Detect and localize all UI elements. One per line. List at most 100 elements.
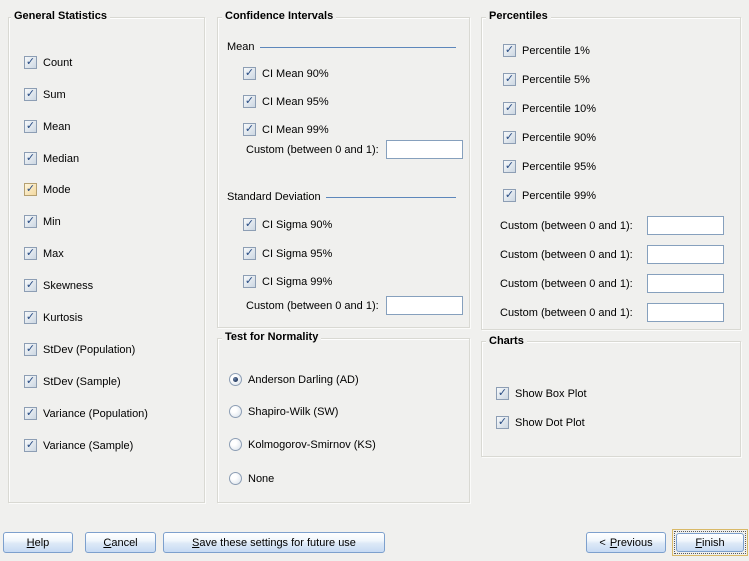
checkbox-checked-icon: ✓ [24,88,37,101]
custom-ci-mean-label: Custom (between 0 and 1): [246,144,379,156]
cancel-button[interactable]: Cancel [85,532,156,553]
checkbox-label: Skewness [43,279,94,292]
custom-percentile-input-4[interactable] [647,303,724,322]
checkbox-checked-icon: ✓ [243,67,256,80]
button-label: Save these settings for future use [192,536,356,549]
checkbox-checked-icon: ✓ [24,439,37,452]
checkbox-percentile-99[interactable]: ✓ Percentile 99% [503,188,596,203]
checkbox-min[interactable]: ✓ Min [24,214,61,229]
custom-ci-sigma-label: Custom (between 0 and 1): [246,300,379,312]
checkbox-ci-sigma-95[interactable]: ✓ CI Sigma 95% [243,246,332,261]
checkbox-checked-icon: ✓ [503,160,516,173]
checkbox-label: Percentile 10% [522,102,596,115]
checkbox-label: CI Sigma 99% [262,275,333,288]
checkbox-checked-icon: ✓ [24,279,37,292]
radio-label: None [248,472,275,485]
group-title-percentiles: Percentiles [486,10,551,22]
radio-shapiro-wilk[interactable]: Shapiro-Wilk (SW) [229,404,338,419]
checkbox-percentile-1[interactable]: ✓ Percentile 1% [503,43,590,58]
radio-selected-icon [229,373,242,386]
checkbox-checked-icon: ✓ [503,189,516,202]
checkbox-label: Max [43,247,64,260]
checkbox-percentile-5[interactable]: ✓ Percentile 5% [503,72,590,87]
checkbox-label: Percentile 99% [522,189,596,202]
checkbox-ci-mean-95[interactable]: ✓ CI Mean 95% [243,94,329,109]
group-title-confidence-intervals: Confidence Intervals [222,10,337,22]
checkbox-variance-population[interactable]: ✓ Variance (Population) [24,406,148,421]
checkbox-skewness[interactable]: ✓ Skewness [24,278,93,293]
previous-button[interactable]: < Previous [586,532,666,553]
checkbox-label: Percentile 1% [522,44,590,57]
help-button[interactable]: Help [3,532,73,553]
checkbox-label: CI Sigma 90% [262,218,333,231]
custom-ci-mean-input[interactable] [386,140,463,159]
checkbox-max[interactable]: ✓ Max [24,246,64,261]
checkbox-median[interactable]: ✓ Median [24,151,79,166]
checkbox-ci-sigma-99[interactable]: ✓ CI Sigma 99% [243,274,332,289]
checkbox-label: CI Mean 90% [262,67,329,80]
checkbox-mode[interactable]: ✓ Mode [24,182,71,197]
checkbox-mean[interactable]: ✓ Mean [24,119,71,134]
group-title-charts: Charts [486,335,527,347]
checkbox-percentile-10[interactable]: ✓ Percentile 10% [503,101,596,116]
finish-button[interactable]: Finish [676,533,744,552]
checkbox-percentile-95[interactable]: ✓ Percentile 95% [503,159,596,174]
checkbox-label: CI Sigma 95% [262,247,333,260]
group-percentiles [481,17,741,330]
group-title-test-for-normality: Test for Normality [222,331,322,343]
checkbox-variance-sample[interactable]: ✓ Variance (Sample) [24,438,133,453]
checkbox-checked-icon: ✓ [503,73,516,86]
checkbox-label: Mode [43,183,71,196]
checkbox-checked-icon: ✓ [24,247,37,260]
checkbox-sum[interactable]: ✓ Sum [24,87,66,102]
checkbox-checked-icon: ✓ [496,387,509,400]
subheader-label: Standard Deviation [227,191,321,203]
checkbox-checked-icon: ✓ [243,95,256,108]
custom-percentile-input-3[interactable] [647,274,724,293]
checkbox-show-dot-plot[interactable]: ✓ Show Dot Plot [496,415,585,430]
group-test-for-normality [217,338,470,503]
radio-unselected-icon [229,405,242,418]
checkbox-checked-icon: ✓ [24,343,37,356]
checkbox-show-box-plot[interactable]: ✓ Show Box Plot [496,386,587,401]
checkbox-label: Min [43,215,61,228]
checkbox-checked-icon: ✓ [24,183,37,196]
checkbox-ci-mean-90[interactable]: ✓ CI Mean 90% [243,66,329,81]
checkbox-checked-icon: ✓ [24,120,37,133]
checkbox-checked-icon: ✓ [24,375,37,388]
radio-anderson-darling[interactable]: Anderson Darling (AD) [229,372,359,387]
checkbox-label: Percentile 5% [522,73,590,86]
checkbox-label: Show Dot Plot [515,416,585,429]
checkbox-stdev-sample[interactable]: ✓ StDev (Sample) [24,374,121,389]
custom-percentile-input-1[interactable] [647,216,724,235]
custom-ci-sigma-input[interactable] [386,296,463,315]
checkbox-label: CI Mean 95% [262,95,329,108]
checkbox-checked-icon: ✓ [24,311,37,324]
checkbox-ci-mean-99[interactable]: ✓ CI Mean 99% [243,122,329,137]
checkbox-checked-icon: ✓ [503,102,516,115]
group-charts [481,341,741,457]
radio-none[interactable]: None [229,471,274,486]
custom-percentile-input-2[interactable] [647,245,724,264]
checkbox-label: Variance (Population) [43,407,148,420]
checkbox-checked-icon: ✓ [24,215,37,228]
checkbox-label: Count [43,56,73,69]
checkbox-label: Kurtosis [43,311,83,324]
checkbox-label: Percentile 90% [522,131,596,144]
button-label: Cancel [103,536,138,549]
separator-line [259,47,456,48]
save-settings-button[interactable]: Save these settings for future use [163,532,385,553]
checkbox-percentile-90[interactable]: ✓ Percentile 90% [503,130,596,145]
radio-label: Shapiro-Wilk (SW) [248,405,339,418]
radio-unselected-icon [229,472,242,485]
checkbox-stdev-population[interactable]: ✓ StDev (Population) [24,342,135,357]
checkbox-label: StDev (Sample) [43,375,121,388]
checkbox-label: CI Mean 99% [262,123,329,136]
checkbox-kurtosis[interactable]: ✓ Kurtosis [24,310,83,325]
checkbox-checked-icon: ✓ [243,247,256,260]
checkbox-checked-icon: ✓ [496,416,509,429]
checkbox-ci-sigma-90[interactable]: ✓ CI Sigma 90% [243,217,332,232]
checkbox-count[interactable]: ✓ Count [24,55,72,70]
radio-kolmogorov-smirnov[interactable]: Kolmogorov-Smirnov (KS) [229,437,376,452]
